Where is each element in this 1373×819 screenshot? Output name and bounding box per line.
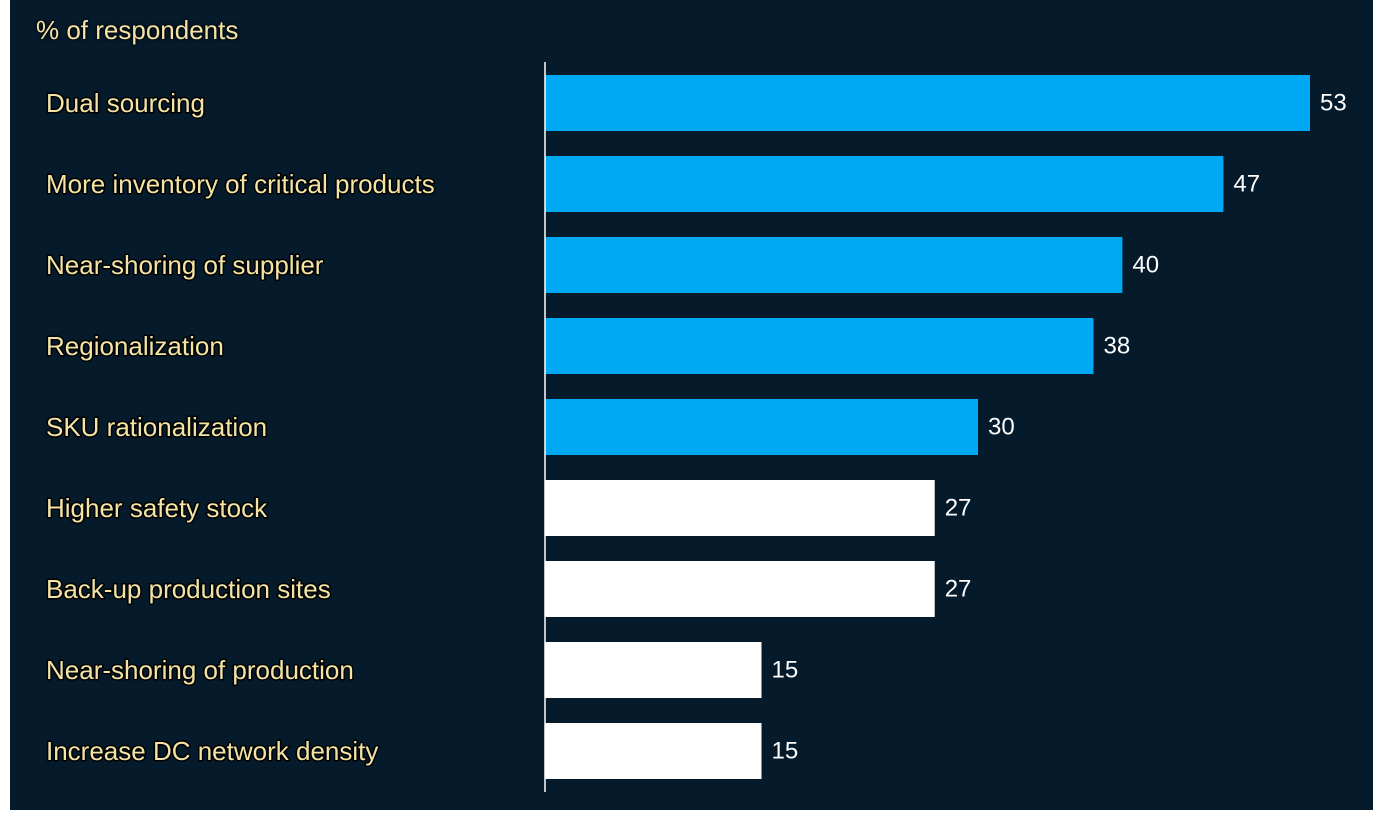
category-label-6: Back-up production sites [46,574,331,604]
bar-4 [545,399,979,455]
bar-3 [545,318,1094,374]
chart-subtitle: % of respondents [36,15,239,45]
category-labels-group: Dual sourcing More inventory of critical … [45,87,437,768]
bar-2 [545,237,1123,293]
value-label-1: 47 [1233,171,1260,198]
bar-7 [545,642,762,698]
category-label-8: Increase DC network density [46,736,378,766]
value-label-6: 27 [945,576,972,603]
category-label-4: SKU rationalization [46,412,267,442]
category-label-5: Higher safety stock [46,493,268,523]
category-label-0: Dual sourcing [46,88,205,118]
value-label-3: 38 [1103,333,1130,360]
category-label-3: Regionalization [46,331,224,361]
category-label-7: Near-shoring of production [46,655,354,685]
value-labels-group: 53 47 40 38 30 27 27 15 15 [772,90,1347,765]
category-label-2: Near-shoring of supplier [46,250,324,280]
bars-group [545,75,1310,779]
value-label-0: 53 [1320,90,1347,117]
value-label-7: 15 [772,657,799,684]
value-label-5: 27 [945,495,972,522]
value-label-8: 15 [772,738,799,765]
bar-8 [545,723,762,779]
value-label-4: 30 [988,414,1015,441]
bar-6 [545,561,935,617]
bar-0 [545,75,1310,131]
bar-5 [545,480,935,536]
category-label-1: More inventory of critical products [46,169,435,199]
bar-1 [545,156,1224,212]
value-label-2: 40 [1132,252,1159,279]
